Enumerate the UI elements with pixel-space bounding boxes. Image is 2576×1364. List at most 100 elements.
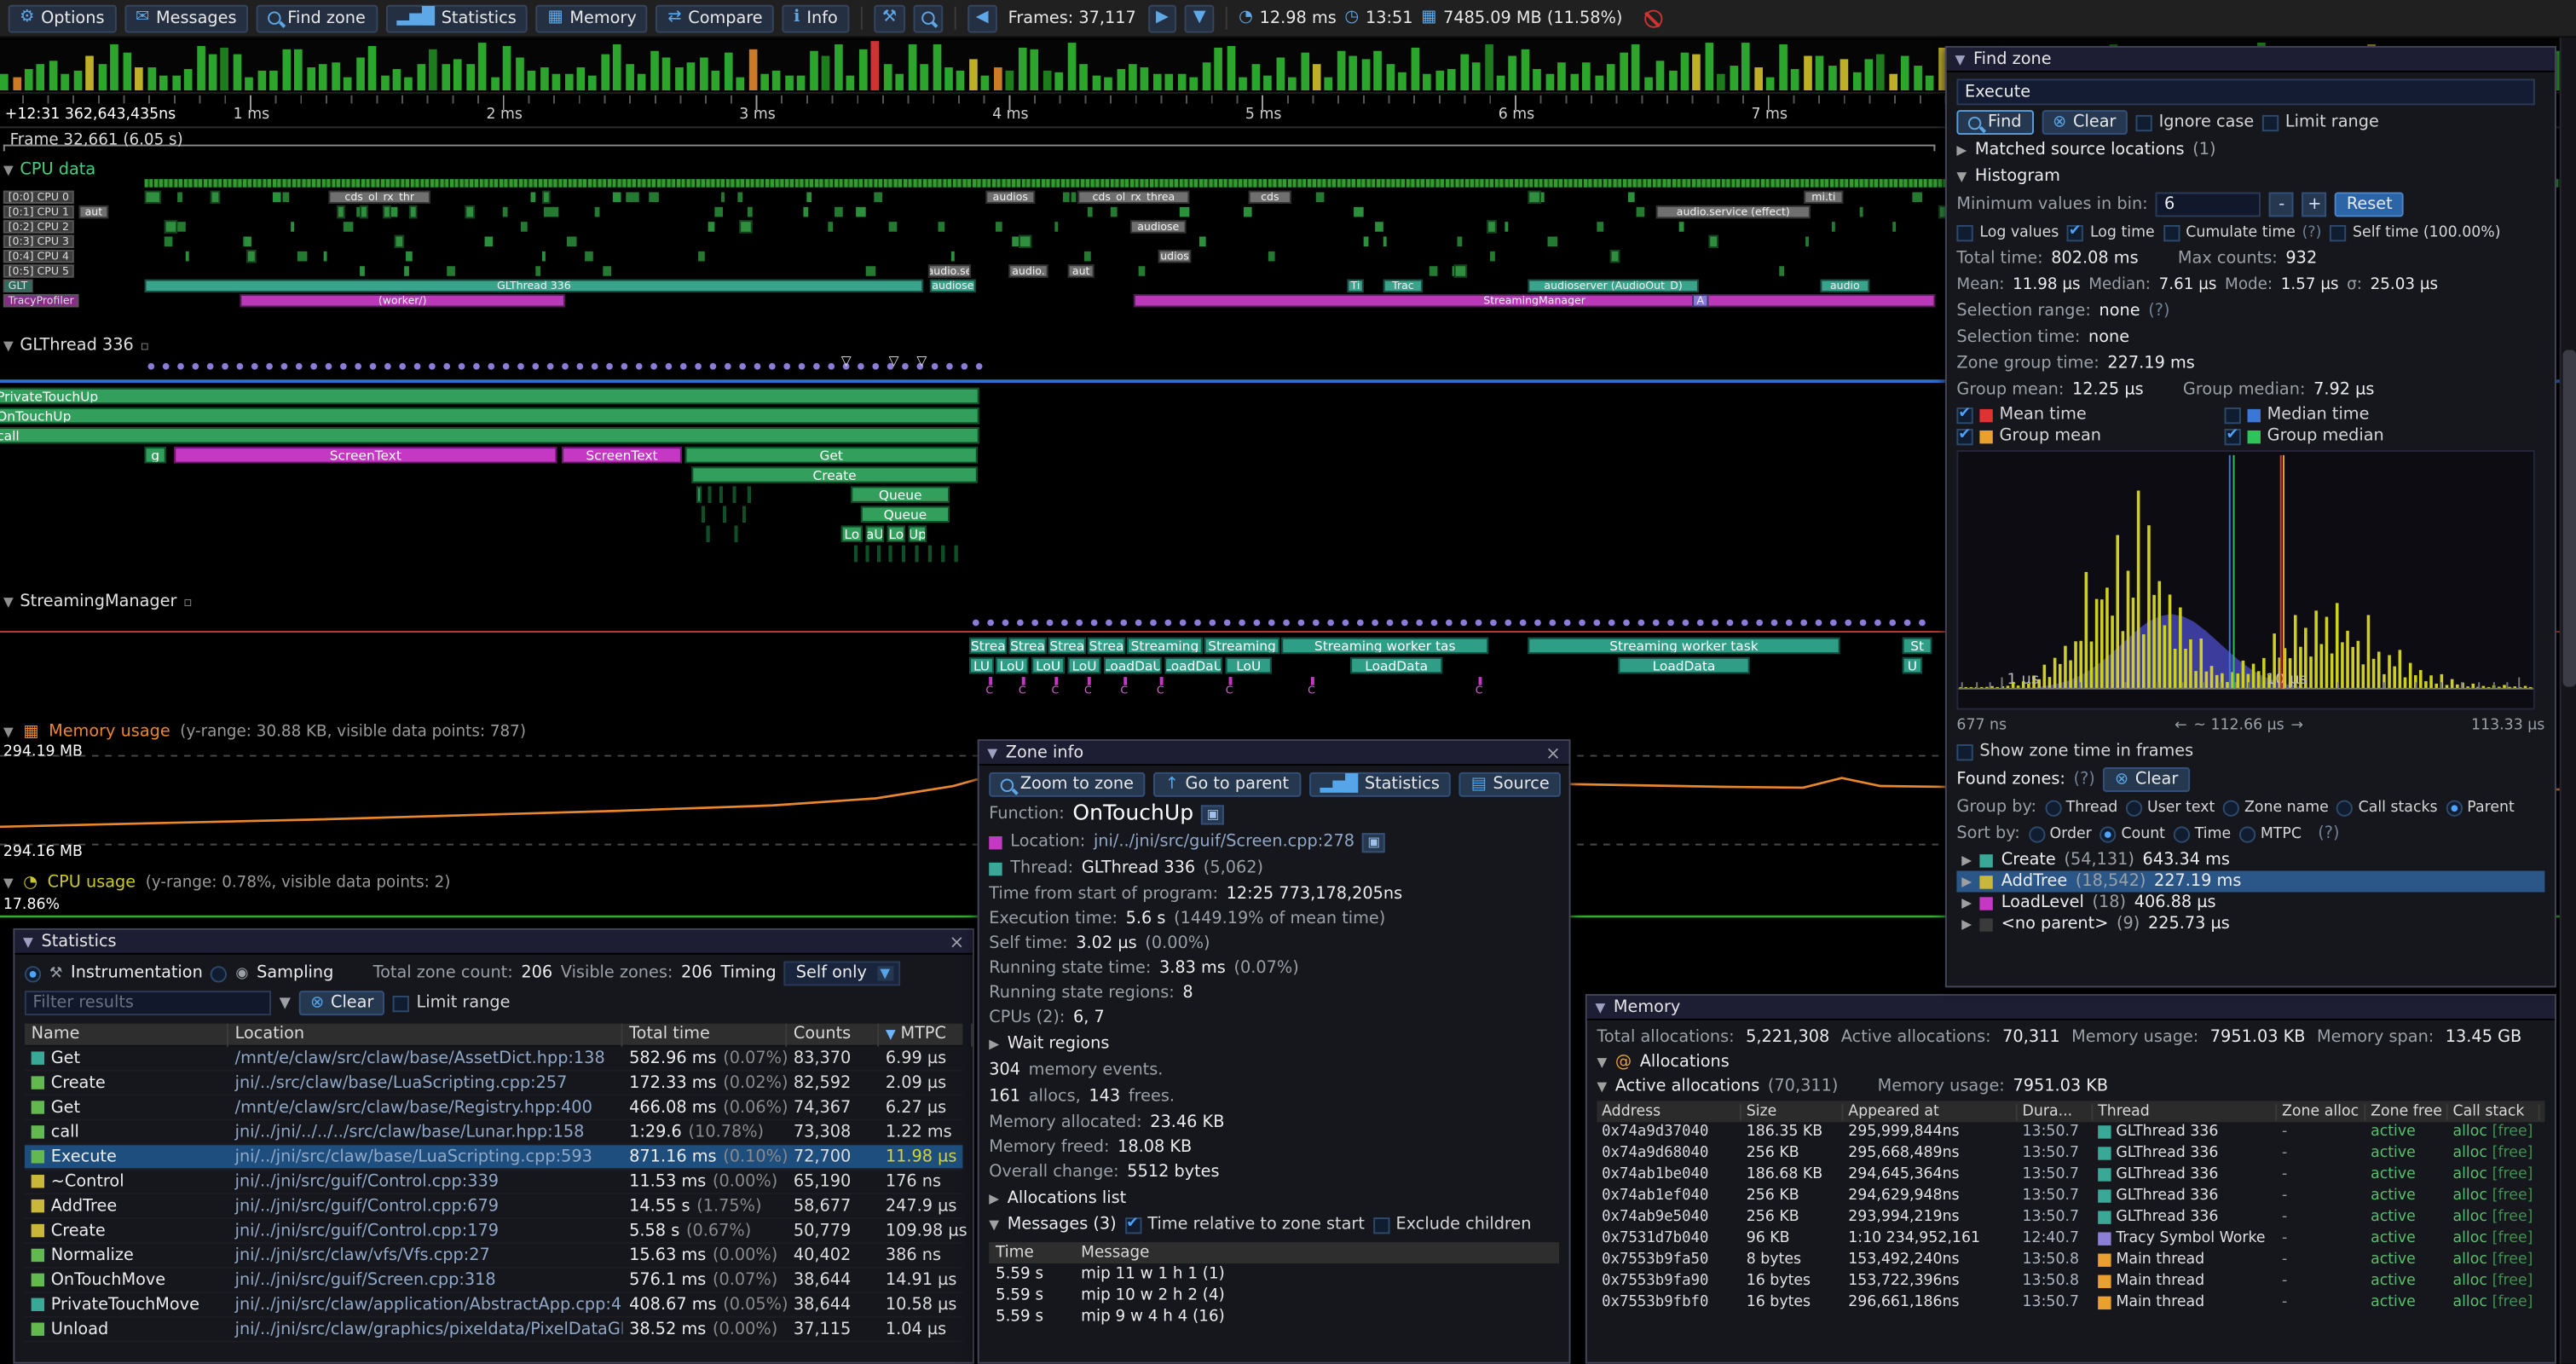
frame-bar[interactable] — [883, 63, 892, 91]
location-value[interactable]: jni/../jni/src/guif/Screen.cpp:278 — [1093, 833, 1354, 852]
zone[interactable]: LoU — [1225, 656, 1272, 674]
zone[interactable]: LoU — [995, 656, 1029, 674]
memory-plot-header[interactable]: ▼ ▦ Memory usage (y-range: 30.88 KB, vis… — [3, 723, 526, 741]
message-dot[interactable] — [828, 362, 835, 370]
zone[interactable]: LoU — [1031, 656, 1065, 674]
frame-bar[interactable] — [576, 66, 585, 91]
message-dot[interactable] — [1386, 619, 1394, 627]
zone[interactable] — [696, 486, 702, 503]
cpu-noise-zone[interactable] — [1354, 206, 1364, 217]
zone[interactable]: Strea — [1087, 637, 1126, 655]
column-header-name[interactable]: Name — [25, 1022, 228, 1046]
allocation-row[interactable]: 0x7553b9fbf0 16 bytes 296,661,186ns 13:50.7… — [1597, 1293, 2545, 1315]
zone[interactable] — [854, 545, 858, 563]
cpu-zone[interactable] — [1453, 264, 1468, 278]
cpu-noise-zone[interactable] — [343, 222, 354, 232]
message-dot[interactable] — [443, 362, 451, 370]
expand-icon[interactable]: ▶ — [989, 1037, 1000, 1052]
cpu-zone[interactable]: A — [1692, 293, 1709, 308]
frame-bar[interactable] — [870, 41, 880, 91]
cpu-noise-zone[interactable] — [323, 251, 327, 262]
frame-bar[interactable] — [1484, 44, 1493, 91]
cpu-noise-zone[interactable] — [1597, 222, 1604, 232]
cpu-zone[interactable]: audio. — [1008, 264, 1048, 278]
message-dot[interactable] — [384, 362, 391, 370]
frame-bar[interactable] — [1189, 77, 1198, 91]
zone[interactable] — [877, 545, 881, 563]
message-dot[interactable] — [858, 362, 864, 370]
frame-bar[interactable] — [380, 75, 389, 91]
find-clear-button[interactable]: ⊗ Clear — [2041, 110, 2128, 136]
message-dot[interactable] — [1209, 619, 1216, 627]
message-row[interactable]: 5.59 s mip 10 w 2 h 2 (4) — [995, 1286, 1225, 1305]
clear-filter-button[interactable]: ⊗ Clear — [298, 991, 385, 1016]
cpu-zone[interactable] — [1528, 190, 1541, 204]
frame-bar[interactable] — [61, 72, 70, 91]
message-dot[interactable] — [473, 362, 480, 370]
frame-bar[interactable] — [736, 77, 745, 91]
sort-by-mtpc[interactable]: MTPC — [2238, 825, 2302, 842]
frame-bar[interactable] — [662, 56, 671, 91]
checkbox-self-time-100-00-[interactable]: Self time (100.00%) — [2330, 224, 2501, 241]
frame-bar[interactable] — [981, 74, 990, 91]
cpu-noise-zone[interactable] — [406, 251, 413, 262]
frame-bar[interactable] — [1054, 72, 1064, 91]
frame-bar[interactable] — [1692, 53, 1701, 91]
frame-bar[interactable] — [1509, 55, 1517, 91]
message-dot[interactable] — [1239, 619, 1245, 627]
message-tick[interactable] — [1123, 677, 1128, 685]
frame-bar[interactable] — [1386, 63, 1395, 91]
frame-bar[interactable] — [1545, 74, 1554, 91]
frame-bar[interactable] — [1435, 71, 1444, 91]
frame-bar[interactable] — [465, 63, 475, 91]
zone[interactable] — [734, 525, 738, 543]
cpu-noise-zone[interactable] — [585, 251, 593, 262]
frame-bar[interactable] — [1815, 55, 1824, 91]
message-dot[interactable] — [1637, 619, 1645, 627]
instrumentation-radio[interactable] — [24, 965, 42, 982]
found-zone-group[interactable]: ▶ <no parent> (9) 225.73 µs — [1961, 915, 2230, 933]
zone-info-titlebar[interactable]: ▼ Zone info × — [979, 741, 1569, 766]
frame-bar[interactable] — [1104, 77, 1112, 91]
allocations-tab-row[interactable]: ▼ @ Allocations — [1597, 1051, 2544, 1072]
message-dot[interactable] — [665, 362, 673, 370]
collapse-icon[interactable]: ▼ — [3, 161, 14, 177]
cpu-noise-zone[interactable] — [1490, 251, 1495, 262]
frame-bar[interactable] — [24, 68, 33, 91]
zone[interactable]: St — [1902, 637, 1932, 655]
cpu-noise-zone[interactable] — [1457, 236, 1463, 247]
frame-bar[interactable] — [711, 71, 720, 91]
show-zone-time-checkbox[interactable]: Show zone time in frames — [1956, 743, 2193, 760]
cpu-noise-zone[interactable] — [291, 222, 294, 232]
cpu-zone[interactable]: audio — [1820, 279, 1870, 293]
message-dot[interactable] — [339, 362, 347, 370]
time-relative-checkbox[interactable]: Time relative to zone start — [1124, 1215, 1365, 1234]
frame-bar[interactable] — [1066, 43, 1076, 91]
zone[interactable] — [888, 545, 892, 563]
zone[interactable] — [742, 506, 746, 523]
frame-bar[interactable] — [1766, 77, 1775, 91]
message-dot[interactable] — [1312, 619, 1320, 627]
toolbar-button-find-zone[interactable]: Find zone — [256, 3, 378, 32]
memory-column-5[interactable]: Zone alloc — [2277, 1103, 2366, 1120]
active-allocations-row[interactable]: ▼ Active allocations (70,311) Memory usa… — [1597, 1076, 2544, 1097]
zone[interactable]: Lo — [840, 525, 863, 543]
collapse-icon[interactable]: ▼ — [989, 1217, 1000, 1233]
funnel-icon[interactable]: ▼ — [279, 994, 291, 1012]
message-dot[interactable] — [1770, 619, 1778, 627]
frame-bar[interactable] — [1594, 75, 1603, 91]
cpu-noise-zone[interactable] — [566, 236, 577, 247]
frame-bar[interactable] — [515, 56, 524, 91]
frame-bar[interactable] — [1447, 68, 1456, 91]
frame-bar[interactable] — [1459, 53, 1469, 91]
allocation-row[interactable]: 0x74ab1ef040 256 KB 294,629,948ns 13:50.7 GL… — [1597, 1187, 2545, 1208]
message-dot[interactable] — [251, 362, 258, 370]
frame-bar[interactable] — [1250, 64, 1260, 91]
frame-bar[interactable] — [1521, 49, 1530, 91]
frame-bar[interactable] — [257, 71, 266, 91]
message-tick[interactable] — [1087, 677, 1091, 685]
find-button[interactable]: Find — [1956, 110, 2034, 136]
frame-bar[interactable] — [281, 49, 291, 91]
collapse-icon[interactable]: ▼ — [987, 745, 998, 760]
cpu-zone[interactable]: cds_ol_rx_threa — [1077, 190, 1190, 204]
